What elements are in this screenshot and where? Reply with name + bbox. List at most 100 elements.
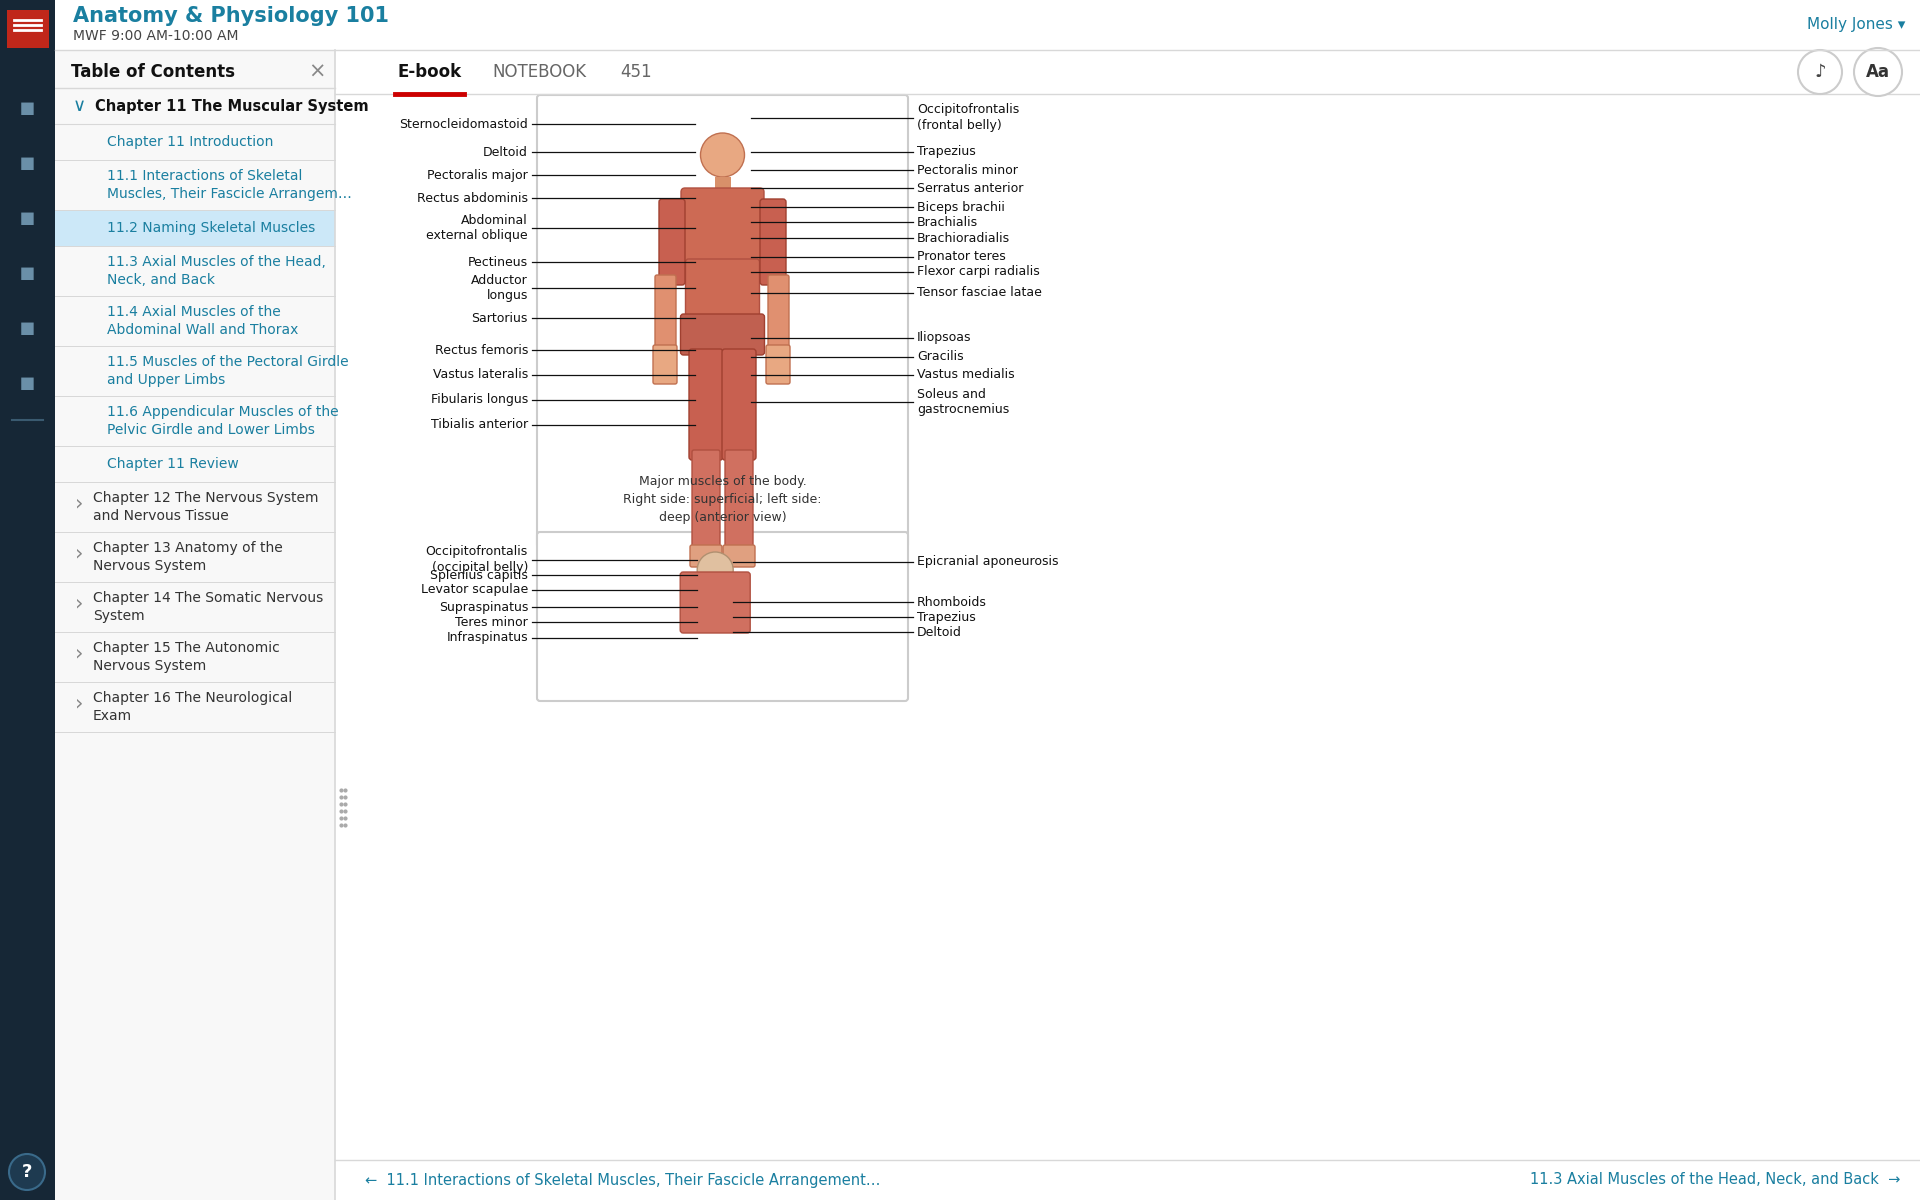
- Text: ?: ?: [21, 1163, 33, 1181]
- Text: Vastus lateralis: Vastus lateralis: [432, 368, 528, 382]
- Text: 11.5 Muscles of the Pectoral Girdle
and Upper Limbs: 11.5 Muscles of the Pectoral Girdle and …: [108, 355, 349, 386]
- Text: ∨: ∨: [73, 97, 86, 115]
- Text: Fibularis longus: Fibularis longus: [430, 394, 528, 407]
- Bar: [334, 50, 1920, 94]
- Text: Deltoid: Deltoid: [918, 625, 962, 638]
- Text: Vastus medialis: Vastus medialis: [918, 368, 1014, 382]
- Bar: [8, 10, 50, 48]
- FancyBboxPatch shape: [653, 346, 678, 384]
- Text: Molly Jones ▾: Molly Jones ▾: [1807, 18, 1905, 32]
- Text: Occipitofrontalis
(frontal belly): Occipitofrontalis (frontal belly): [918, 103, 1020, 132]
- Text: Tensor fasciae latae: Tensor fasciae latae: [918, 287, 1043, 300]
- Bar: [0, 0, 56, 1200]
- Text: Trapezius: Trapezius: [918, 145, 975, 158]
- Circle shape: [1855, 48, 1903, 96]
- Text: Pectoralis minor: Pectoralis minor: [918, 163, 1018, 176]
- Text: ▪: ▪: [19, 371, 35, 395]
- Text: Pronator teres: Pronator teres: [918, 251, 1006, 264]
- Text: Supraspinatus: Supraspinatus: [438, 600, 528, 613]
- Text: Pectineus: Pectineus: [468, 256, 528, 269]
- Text: Levator scapulae: Levator scapulae: [420, 583, 528, 596]
- Circle shape: [1797, 50, 1841, 94]
- Text: Aa: Aa: [1866, 62, 1889, 80]
- Text: Sartorius: Sartorius: [472, 312, 528, 324]
- Text: Chapter 11 Review: Chapter 11 Review: [108, 457, 238, 470]
- Text: Sternocleidomastoid: Sternocleidomastoid: [399, 118, 528, 131]
- Text: Infraspinatus: Infraspinatus: [445, 631, 528, 644]
- Text: Chapter 13 Anatomy of the
Nervous System: Chapter 13 Anatomy of the Nervous System: [92, 541, 282, 572]
- Text: Chapter 15 The Autonomic
Nervous System: Chapter 15 The Autonomic Nervous System: [92, 641, 280, 673]
- FancyBboxPatch shape: [659, 199, 685, 284]
- Text: ›: ›: [75, 692, 83, 713]
- FancyBboxPatch shape: [538, 532, 908, 701]
- FancyBboxPatch shape: [538, 95, 908, 548]
- Text: Abdominal
external oblique: Abdominal external oblique: [426, 214, 528, 242]
- Text: Pectoralis major: Pectoralis major: [428, 168, 528, 181]
- Text: Gracilis: Gracilis: [918, 350, 964, 364]
- Text: 11.6 Appendicular Muscles of the
Pelvic Girdle and Lower Limbs: 11.6 Appendicular Muscles of the Pelvic …: [108, 406, 338, 437]
- Text: Adductor
longus: Adductor longus: [470, 274, 528, 302]
- Bar: [334, 1160, 1920, 1200]
- Text: ▪: ▪: [19, 316, 35, 340]
- Text: ›: ›: [75, 493, 83, 514]
- Text: ›: ›: [75, 643, 83, 662]
- FancyBboxPatch shape: [685, 259, 760, 320]
- FancyBboxPatch shape: [655, 275, 676, 349]
- Text: Brachioradialis: Brachioradialis: [918, 232, 1010, 245]
- Text: 11.1 Interactions of Skeletal
Muscles, Their Fascicle Arrangem…: 11.1 Interactions of Skeletal Muscles, T…: [108, 169, 351, 200]
- Text: ▪: ▪: [19, 151, 35, 175]
- Text: NOTEBOOK: NOTEBOOK: [492, 62, 586, 80]
- FancyBboxPatch shape: [768, 275, 789, 349]
- Text: Teres minor: Teres minor: [455, 616, 528, 629]
- Circle shape: [10, 1154, 44, 1190]
- FancyBboxPatch shape: [760, 199, 785, 284]
- Text: 11.4 Axial Muscles of the
Abdominal Wall and Thorax: 11.4 Axial Muscles of the Abdominal Wall…: [108, 305, 298, 337]
- FancyBboxPatch shape: [726, 450, 753, 550]
- Text: ▪: ▪: [19, 96, 35, 120]
- Text: Rhomboids: Rhomboids: [918, 595, 987, 608]
- Text: Table of Contents: Table of Contents: [71, 62, 234, 80]
- FancyBboxPatch shape: [680, 572, 751, 634]
- Text: ›: ›: [75, 593, 83, 613]
- FancyBboxPatch shape: [691, 450, 720, 550]
- Text: Rectus abdominis: Rectus abdominis: [417, 192, 528, 204]
- Text: Splenius capitis: Splenius capitis: [430, 569, 528, 582]
- Text: Chapter 11 Introduction: Chapter 11 Introduction: [108, 134, 273, 149]
- Bar: [56, 0, 1920, 50]
- Text: Serratus anterior: Serratus anterior: [918, 181, 1023, 194]
- Text: 11.2 Naming Skeletal Muscles: 11.2 Naming Skeletal Muscles: [108, 221, 315, 235]
- Text: Flexor carpi radialis: Flexor carpi radialis: [918, 265, 1041, 278]
- Text: Chapter 11 The Muscular System: Chapter 11 The Muscular System: [94, 98, 369, 114]
- Text: Chapter 12 The Nervous System
and Nervous Tissue: Chapter 12 The Nervous System and Nervou…: [92, 491, 319, 523]
- Circle shape: [701, 133, 745, 176]
- Text: Epicranial aponeurosis: Epicranial aponeurosis: [918, 556, 1058, 569]
- Circle shape: [697, 552, 733, 588]
- Text: Deltoid: Deltoid: [484, 145, 528, 158]
- Text: Major muscles of the body.
Right side: superficial; left side:
deep (anterior vi: Major muscles of the body. Right side: s…: [624, 475, 822, 524]
- Text: ×: ×: [309, 62, 326, 82]
- Text: Soleus and
gastrocnemius: Soleus and gastrocnemius: [918, 388, 1010, 416]
- FancyBboxPatch shape: [722, 349, 756, 460]
- Text: Trapezius: Trapezius: [918, 611, 975, 624]
- Text: E-book: E-book: [397, 62, 461, 80]
- Text: Brachialis: Brachialis: [918, 216, 977, 228]
- Text: Rectus femoris: Rectus femoris: [434, 343, 528, 356]
- Text: ›: ›: [75, 542, 83, 563]
- Bar: [56, 210, 334, 246]
- Text: Biceps brachii: Biceps brachii: [918, 200, 1004, 214]
- Text: ←  11.1 Interactions of Skeletal Muscles, Their Fascicle Arrangement…: ← 11.1 Interactions of Skeletal Muscles,…: [365, 1172, 881, 1188]
- FancyBboxPatch shape: [724, 545, 755, 566]
- Text: Occipitofrontalis
(occipital belly): Occipitofrontalis (occipital belly): [426, 546, 528, 575]
- Text: Iliopsoas: Iliopsoas: [918, 331, 972, 344]
- Bar: [56, 50, 334, 1200]
- Text: Anatomy & Physiology 101: Anatomy & Physiology 101: [73, 6, 390, 26]
- Text: 11.3 Axial Muscles of the Head, Neck, and Back  →: 11.3 Axial Muscles of the Head, Neck, an…: [1530, 1172, 1901, 1188]
- FancyBboxPatch shape: [682, 188, 764, 266]
- Text: ♪: ♪: [1814, 62, 1826, 80]
- Text: ▪: ▪: [19, 206, 35, 230]
- Text: ▪: ▪: [19, 260, 35, 284]
- FancyBboxPatch shape: [689, 545, 722, 566]
- Bar: [714, 176, 730, 192]
- FancyBboxPatch shape: [689, 349, 724, 460]
- Text: 451: 451: [620, 62, 651, 80]
